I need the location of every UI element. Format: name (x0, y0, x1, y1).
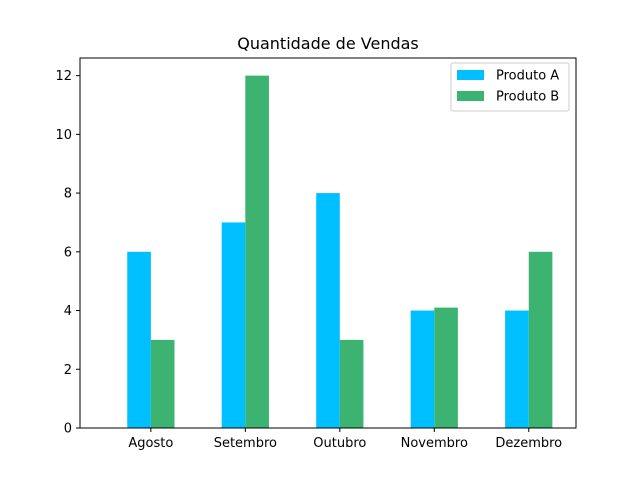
x-tick-label: Setembro (214, 436, 277, 451)
bar-produto-b-agosto (150, 339, 175, 428)
bar-produto-a-outubro (316, 193, 340, 428)
legend: Produto A Produto B (450, 62, 570, 112)
bar-produto-a-setembro (221, 222, 246, 428)
y-tick-label: 0 (64, 422, 72, 437)
bar-produto-a-dezembro (505, 310, 529, 428)
bar-produto-b-novembro (434, 307, 458, 428)
y-tick-label: 6 (64, 245, 72, 260)
bar-produto-a-agosto (127, 251, 151, 428)
plot-area-frame (79, 57, 577, 429)
x-tick-label: Novembro (401, 436, 468, 451)
x-tick-label: Outubro (313, 436, 366, 451)
x-tick-label: Dezembro (495, 436, 562, 451)
bar-produto-b-dezembro (528, 251, 553, 428)
bar-produto-a-novembro (410, 310, 435, 428)
bars-group (127, 75, 553, 429)
y-tick-label: 10 (55, 128, 72, 143)
y-tick-label: 4 (64, 304, 72, 319)
legend-swatch-produto-a (457, 70, 484, 80)
legend-swatch-produto-b (457, 91, 484, 101)
chart-title: Quantidade de Vendas (237, 34, 419, 53)
y-tick-label: 2 (64, 363, 72, 378)
y-tick-label: 12 (55, 69, 72, 84)
bar-produto-b-outubro (339, 339, 364, 428)
legend-label: Produto B (496, 90, 559, 105)
bar-produto-b-setembro (245, 75, 269, 429)
legend-label: Produto A (496, 69, 559, 84)
x-tick-label: Agosto (128, 436, 173, 451)
y-axis: 0 2 4 6 8 10 12 (55, 69, 80, 437)
y-tick-label: 8 (64, 187, 72, 202)
x-axis: Agosto Setembro Outubro Novembro Dezembro (128, 428, 562, 451)
